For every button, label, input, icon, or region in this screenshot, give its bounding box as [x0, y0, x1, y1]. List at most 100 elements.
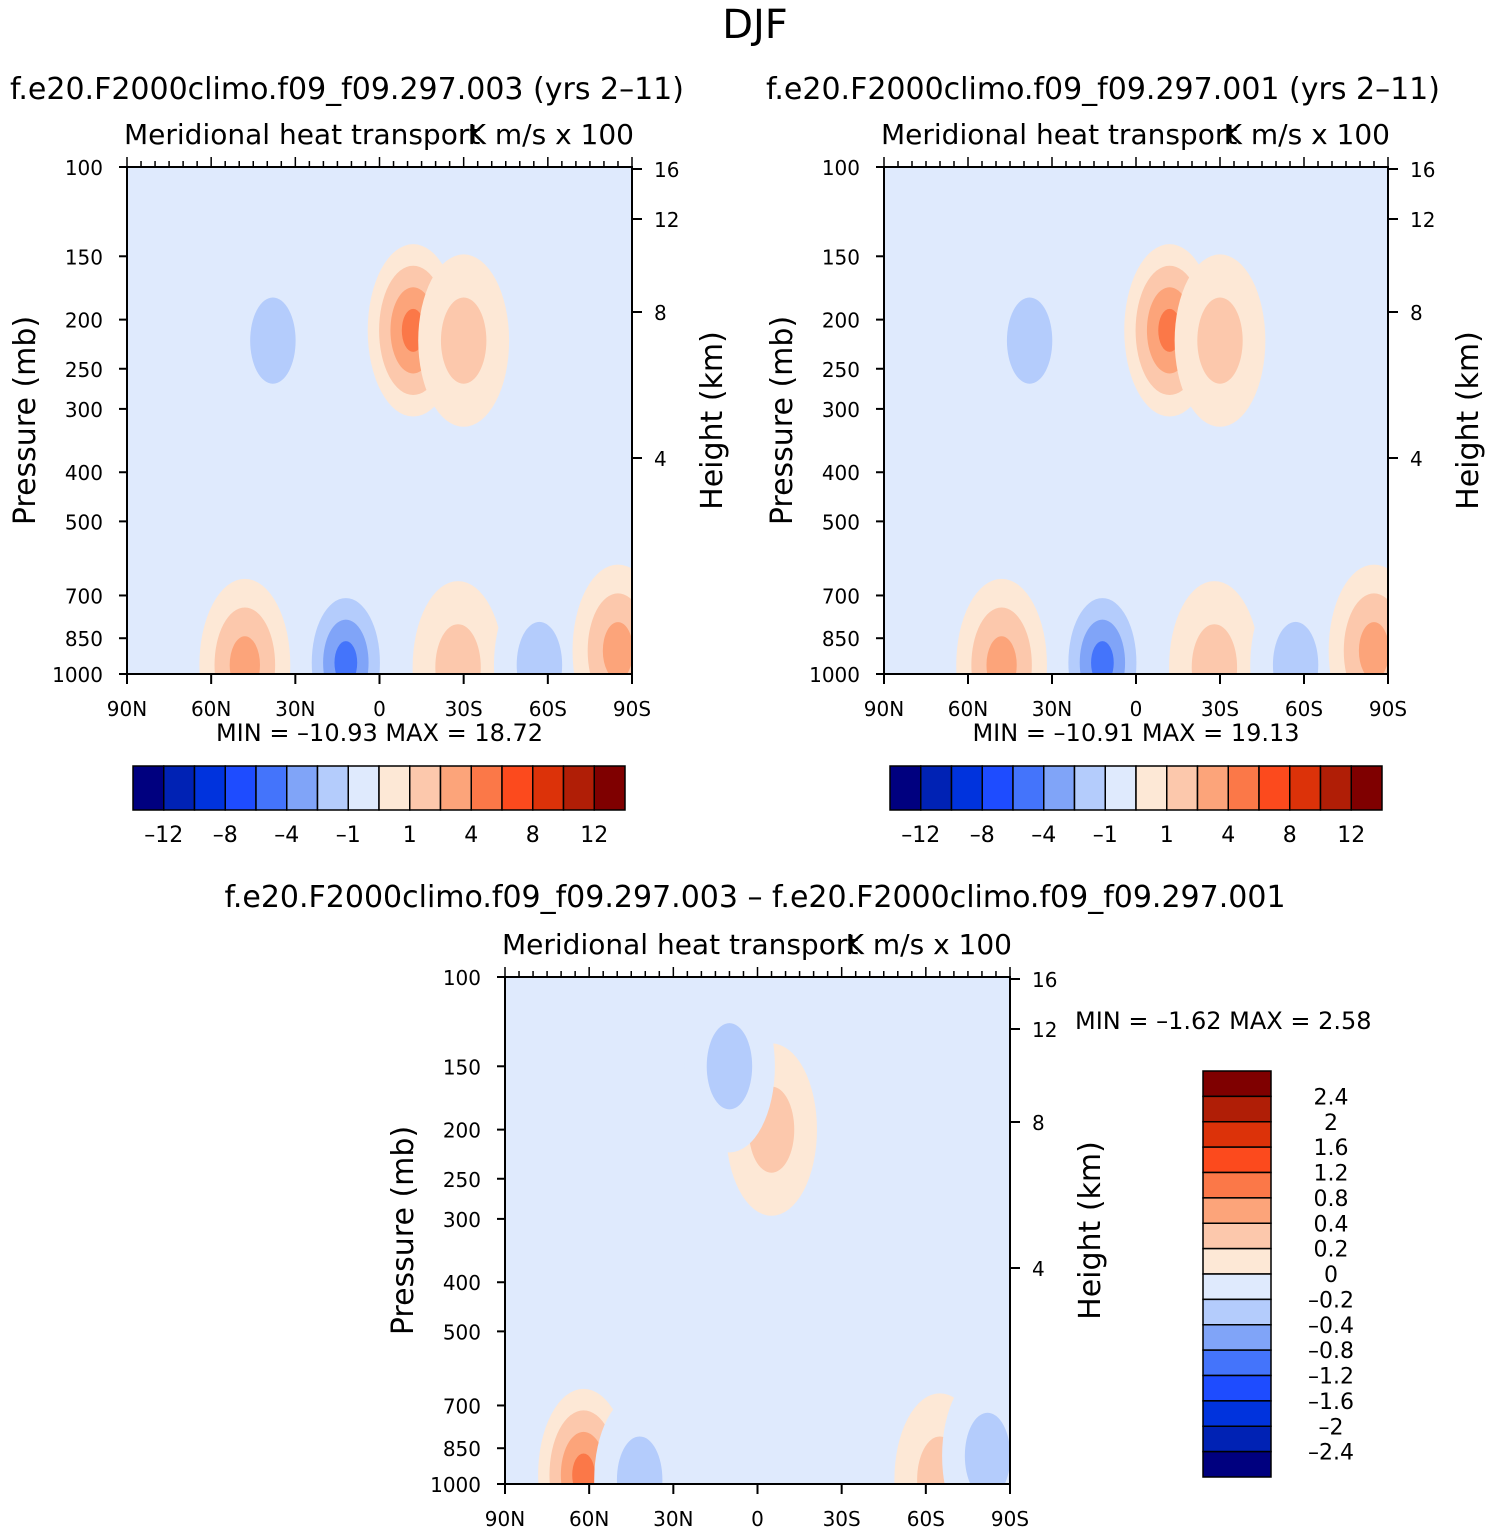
colorbar-cell: [1202, 1273, 1272, 1301]
contour-feature-2: [1197, 297, 1243, 384]
x-tick-label: 30S: [1201, 697, 1239, 721]
colorbar-label: –0.8: [1308, 1339, 1354, 1364]
colorbar-label: 12: [580, 823, 608, 848]
contour-feature-6: [1272, 621, 1319, 674]
colorbar-cell: [1258, 765, 1291, 811]
colorbar-label: –4: [1031, 823, 1056, 848]
colorbar-label: –12: [144, 823, 183, 848]
case-title-right: f.e20.F2000climo.f09_f09.297.001 (yrs 2–…: [766, 72, 1440, 107]
y-tick-label: 400: [822, 461, 860, 485]
contour-feature-3: [971, 607, 1032, 674]
colorbar-cell: [1202, 1450, 1272, 1478]
y-axis-label: Pressure (mb): [386, 1126, 421, 1335]
colorbar-cell: [1166, 765, 1199, 811]
colorbar-cell: [1350, 765, 1383, 811]
colorbar-label: –1: [1093, 823, 1118, 848]
contour-feature-2: [1174, 254, 1266, 427]
colorbar-label: 2: [1324, 1111, 1338, 1136]
contour-feature-6: [516, 621, 563, 674]
x-tick-label: 60N: [191, 697, 231, 721]
colorbar-label: 8: [526, 823, 540, 848]
right-axis-label: Height (km): [695, 331, 730, 510]
contour-feature-0: [549, 1410, 618, 1484]
y-tick-label: 150: [443, 1055, 481, 1079]
y-tick-label: 250: [65, 358, 103, 382]
x-tick-label: 90S: [1369, 697, 1407, 721]
contour-feature-7: [1343, 593, 1388, 674]
colorbar-cell: [1202, 1324, 1272, 1351]
panel-title: Meridional heat transport: [502, 928, 858, 961]
y-tick-label: 300: [822, 398, 860, 422]
contour-feature-3: [956, 578, 1047, 674]
contour-feature-1: [594, 1393, 686, 1484]
right-tick-label: 12: [1410, 208, 1435, 232]
panel-title: Meridional heat transport: [124, 118, 480, 151]
contour-feature-0: [401, 308, 425, 352]
colorbar-cell: [1202, 1222, 1272, 1250]
right-tick-label: 8: [654, 301, 667, 325]
contour-feature-1: [250, 297, 296, 384]
colorbar-label: 0.2: [1314, 1238, 1349, 1263]
contour-feature-3: [706, 1023, 753, 1110]
contour-feature-4: [300, 576, 392, 674]
x-tick-label: 90S: [991, 1507, 1029, 1531]
contour-feature-4: [1079, 619, 1126, 674]
contour-feature-4: [917, 1436, 963, 1484]
contour-field: [884, 167, 1388, 674]
y-tick-label: 1000: [52, 663, 103, 687]
colorbar-cell: [1012, 765, 1045, 811]
colorbar-label: –0.2: [1308, 1288, 1354, 1313]
y-tick-label: 500: [822, 510, 860, 534]
colorbar-label: –2: [1319, 1415, 1344, 1440]
contour-field: [505, 977, 1010, 1484]
colorbar-label: –2.4: [1308, 1441, 1354, 1466]
y-tick-label: 150: [822, 245, 860, 269]
contour-feature-6: [493, 578, 585, 674]
colorbar-cell: [1289, 765, 1322, 811]
figure-title: DJF: [722, 2, 788, 48]
y-tick-label: 300: [443, 1208, 481, 1232]
colorbar-cell: [163, 765, 196, 811]
colorbar-cell: [593, 765, 626, 811]
contour-feature-4: [1057, 576, 1148, 674]
contour-feature-5: [1191, 624, 1238, 674]
contour-feature-2: [748, 1086, 795, 1173]
x-tick-label: 0: [1130, 697, 1143, 721]
colorbar-cell: [1202, 1197, 1272, 1224]
y-tick-label: 400: [65, 461, 103, 485]
colorbar-label: –1.6: [1308, 1390, 1354, 1415]
panel-units: K m/s x 100: [1224, 118, 1390, 151]
colorbar-cell: [132, 765, 165, 811]
contour-feature-3: [986, 636, 1017, 674]
panel-title: Meridional heat transport: [881, 118, 1237, 151]
colorbar: 2.421.61.20.80.40.20–0.2–0.4–0.8–1.2–1.6…: [1202, 1070, 1354, 1478]
contour-feature-0: [1158, 308, 1181, 352]
colorbar-cell: [1202, 1349, 1272, 1377]
right-tick-label: 12: [1032, 1018, 1057, 1042]
contour-feature-3: [214, 607, 276, 674]
min-max-label: MIN = –1.62 MAX = 2.58: [1075, 1007, 1372, 1035]
x-tick-label: 60S: [907, 1507, 945, 1531]
colorbar-cell: [1202, 1095, 1272, 1123]
colorbar-cell: [1202, 1247, 1272, 1275]
contour-feature-5: [412, 581, 504, 674]
colorbar-cell: [286, 765, 319, 811]
y-axis-label: Pressure (mb): [8, 316, 43, 525]
plot-frame: [883, 166, 1389, 675]
colorbar-label: 2.4: [1314, 1085, 1349, 1110]
contour-feature-4: [311, 598, 380, 674]
colorbar-cell: [501, 765, 534, 811]
y-tick-label: 700: [822, 584, 860, 608]
contour-feature-7: [1358, 622, 1388, 674]
contour-feature-7: [587, 593, 632, 674]
colorbar-cell: [562, 765, 595, 811]
right-tick-label: 16: [1410, 158, 1435, 182]
colorbar-label: 0.8: [1314, 1187, 1349, 1212]
y-tick-label: 400: [443, 1271, 481, 1295]
colorbar-label: 0: [1324, 1263, 1338, 1288]
contour-field: [127, 167, 632, 674]
contour-feature-4: [894, 1393, 986, 1484]
x-tick-label: 0: [373, 697, 386, 721]
colorbar-cell: [1202, 1425, 1272, 1453]
colorbar-label: –0.4: [1308, 1314, 1354, 1339]
